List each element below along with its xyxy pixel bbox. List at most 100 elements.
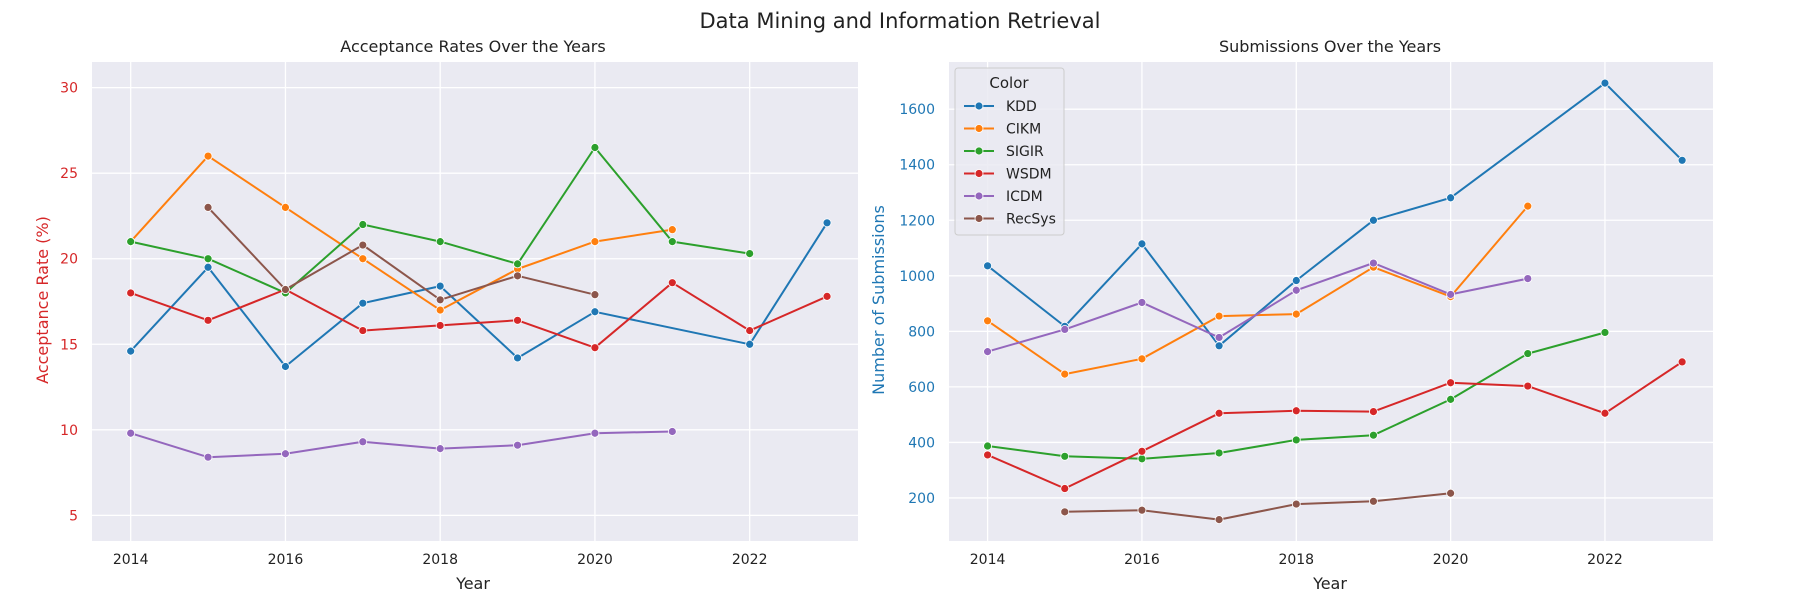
acceptance-point-icdm: [281, 449, 290, 459]
legend: Color KDD CIKM SIGIR WSDM ICDM RecSys: [954, 67, 1065, 236]
acceptance-y-tick-label: 5: [69, 508, 78, 524]
acceptance-point-icdm: [126, 428, 136, 438]
legend-marker-wsdm: [974, 169, 984, 178]
legend-label-kdd: KDD: [1006, 99, 1037, 115]
submissions-point-recsys: [1446, 488, 1456, 498]
legend-marker-sigir: [974, 146, 984, 156]
submissions-x-tick-label: 2014: [970, 552, 1006, 568]
acceptance-x-tick-label: 2020: [577, 552, 613, 568]
acceptance-point-sigir: [745, 249, 755, 259]
submissions-point-recsys: [1369, 496, 1378, 506]
acceptance-point-recsys: [590, 290, 600, 300]
acceptance-y-tick-label: 30: [60, 81, 78, 97]
acceptance-point-icdm: [358, 437, 368, 447]
acceptance-x-tick-label: 2014: [113, 552, 149, 568]
acceptance-point-kdd: [590, 307, 600, 317]
submissions-point-cikm: [1523, 201, 1533, 211]
submissions-point-sigir: [1214, 448, 1224, 458]
submissions-point-wsdm: [1600, 408, 1610, 418]
acceptance-series-icdm: [126, 427, 677, 462]
submissions-point-sigir: [1600, 328, 1610, 337]
legend-entry-kdd: KDD: [964, 99, 1037, 115]
acceptance-point-cikm: [281, 203, 290, 212]
acceptance-plot-area: 2014 2016 2018 2020 2022 5 10 15 20 25 30: [60, 62, 858, 568]
submissions-point-icdm: [1291, 285, 1301, 295]
acceptance-point-cikm: [358, 254, 368, 264]
acceptance-point-wsdm: [822, 291, 832, 301]
submissions-point-sigir: [1369, 430, 1378, 440]
submissions-series-icdm: [983, 258, 1533, 357]
acceptance-point-wsdm: [203, 315, 213, 325]
legend-entry-icdm: ICDM: [964, 189, 1043, 205]
submissions-point-kdd: [1137, 239, 1147, 249]
submissions-point-cikm: [1291, 309, 1301, 319]
submissions-chart-xlabel: Year: [1312, 574, 1347, 593]
acceptance-point-wsdm: [667, 278, 677, 288]
acceptance-point-wsdm: [745, 326, 755, 335]
acceptance-y-tick-label: 10: [60, 423, 78, 439]
submissions-point-icdm: [983, 347, 992, 357]
submissions-point-wsdm: [983, 450, 992, 460]
legend-label-wsdm: WSDM: [1006, 167, 1052, 183]
submissions-point-sigir: [1523, 349, 1533, 358]
acceptance-point-wsdm: [435, 321, 445, 330]
submissions-point-sigir: [983, 441, 992, 451]
acceptance-point-recsys: [435, 295, 445, 305]
legend-label-icdm: ICDM: [1006, 189, 1043, 205]
acceptance-point-sigir: [435, 237, 445, 247]
submissions-point-recsys: [1291, 499, 1301, 509]
acceptance-point-sigir: [358, 220, 368, 229]
acceptance-point-wsdm: [590, 343, 600, 353]
submissions-point-cikm: [1060, 369, 1070, 379]
submissions-point-kdd: [1600, 78, 1610, 88]
acceptance-point-icdm: [667, 427, 677, 436]
legend-label-cikm: CIKM: [1006, 122, 1041, 138]
acceptance-point-kdd: [513, 353, 522, 363]
submissions-point-icdm: [1369, 258, 1378, 268]
submissions-point-icdm: [1137, 298, 1147, 307]
acceptance-x-tick-label: 2018: [422, 552, 458, 568]
submissions-point-sigir: [1446, 394, 1456, 404]
acceptance-line-cikm: [129, 155, 673, 312]
submissions-point-kdd: [1369, 215, 1378, 225]
acceptance-y-tick-label: 15: [60, 337, 78, 353]
submissions-point-wsdm: [1369, 407, 1378, 417]
submissions-point-sigir: [1291, 435, 1301, 445]
submissions-point-wsdm: [1214, 408, 1224, 418]
acceptance-plot-background: [92, 62, 858, 541]
acceptance-point-kdd: [281, 362, 290, 371]
acceptance-line-icdm: [130, 430, 673, 459]
submissions-point-wsdm: [1446, 378, 1456, 388]
legend-title: Color: [989, 74, 1029, 92]
acceptance-series-wsdm: [126, 278, 832, 353]
legend-entry-wsdm: WSDM: [964, 167, 1052, 183]
figure-title: Data Mining and Information Retrieval: [700, 9, 1101, 33]
acceptance-chart-xlabel: Year: [455, 574, 490, 593]
acceptance-point-recsys: [513, 271, 522, 281]
submissions-line-cikm: [987, 205, 1529, 376]
submissions-y-tick-label: 400: [908, 435, 935, 451]
acceptance-point-sigir: [590, 143, 600, 152]
acceptance-point-cikm: [203, 151, 213, 161]
submissions-point-icdm: [1523, 274, 1533, 283]
acceptance-point-cikm: [435, 305, 445, 315]
submissions-line-icdm: [987, 262, 1529, 353]
acceptance-series-sigir: [126, 143, 755, 298]
acceptance-y-tick-label: 20: [60, 252, 78, 268]
acceptance-line-recsys: [207, 206, 596, 301]
acceptance-chart-title: Acceptance Rates Over the Years: [340, 37, 605, 56]
submissions-x-tick-label: 2018: [1278, 552, 1314, 568]
submissions-point-wsdm: [1060, 484, 1070, 493]
submissions-point-kdd: [1446, 193, 1456, 203]
submissions-point-kdd: [1291, 276, 1301, 285]
acceptance-point-cikm: [590, 237, 600, 247]
submissions-point-cikm: [1214, 311, 1224, 321]
submissions-point-kdd: [1677, 155, 1687, 165]
acceptance-point-recsys: [281, 285, 290, 294]
submissions-x-tick-label: 2020: [1433, 552, 1469, 568]
acceptance-point-icdm: [590, 428, 600, 438]
acceptance-point-kdd: [358, 298, 368, 308]
submissions-series-recsys: [1060, 488, 1456, 525]
acceptance-series-recsys: [203, 203, 600, 305]
acceptance-x-tick-label: 2016: [268, 552, 304, 568]
